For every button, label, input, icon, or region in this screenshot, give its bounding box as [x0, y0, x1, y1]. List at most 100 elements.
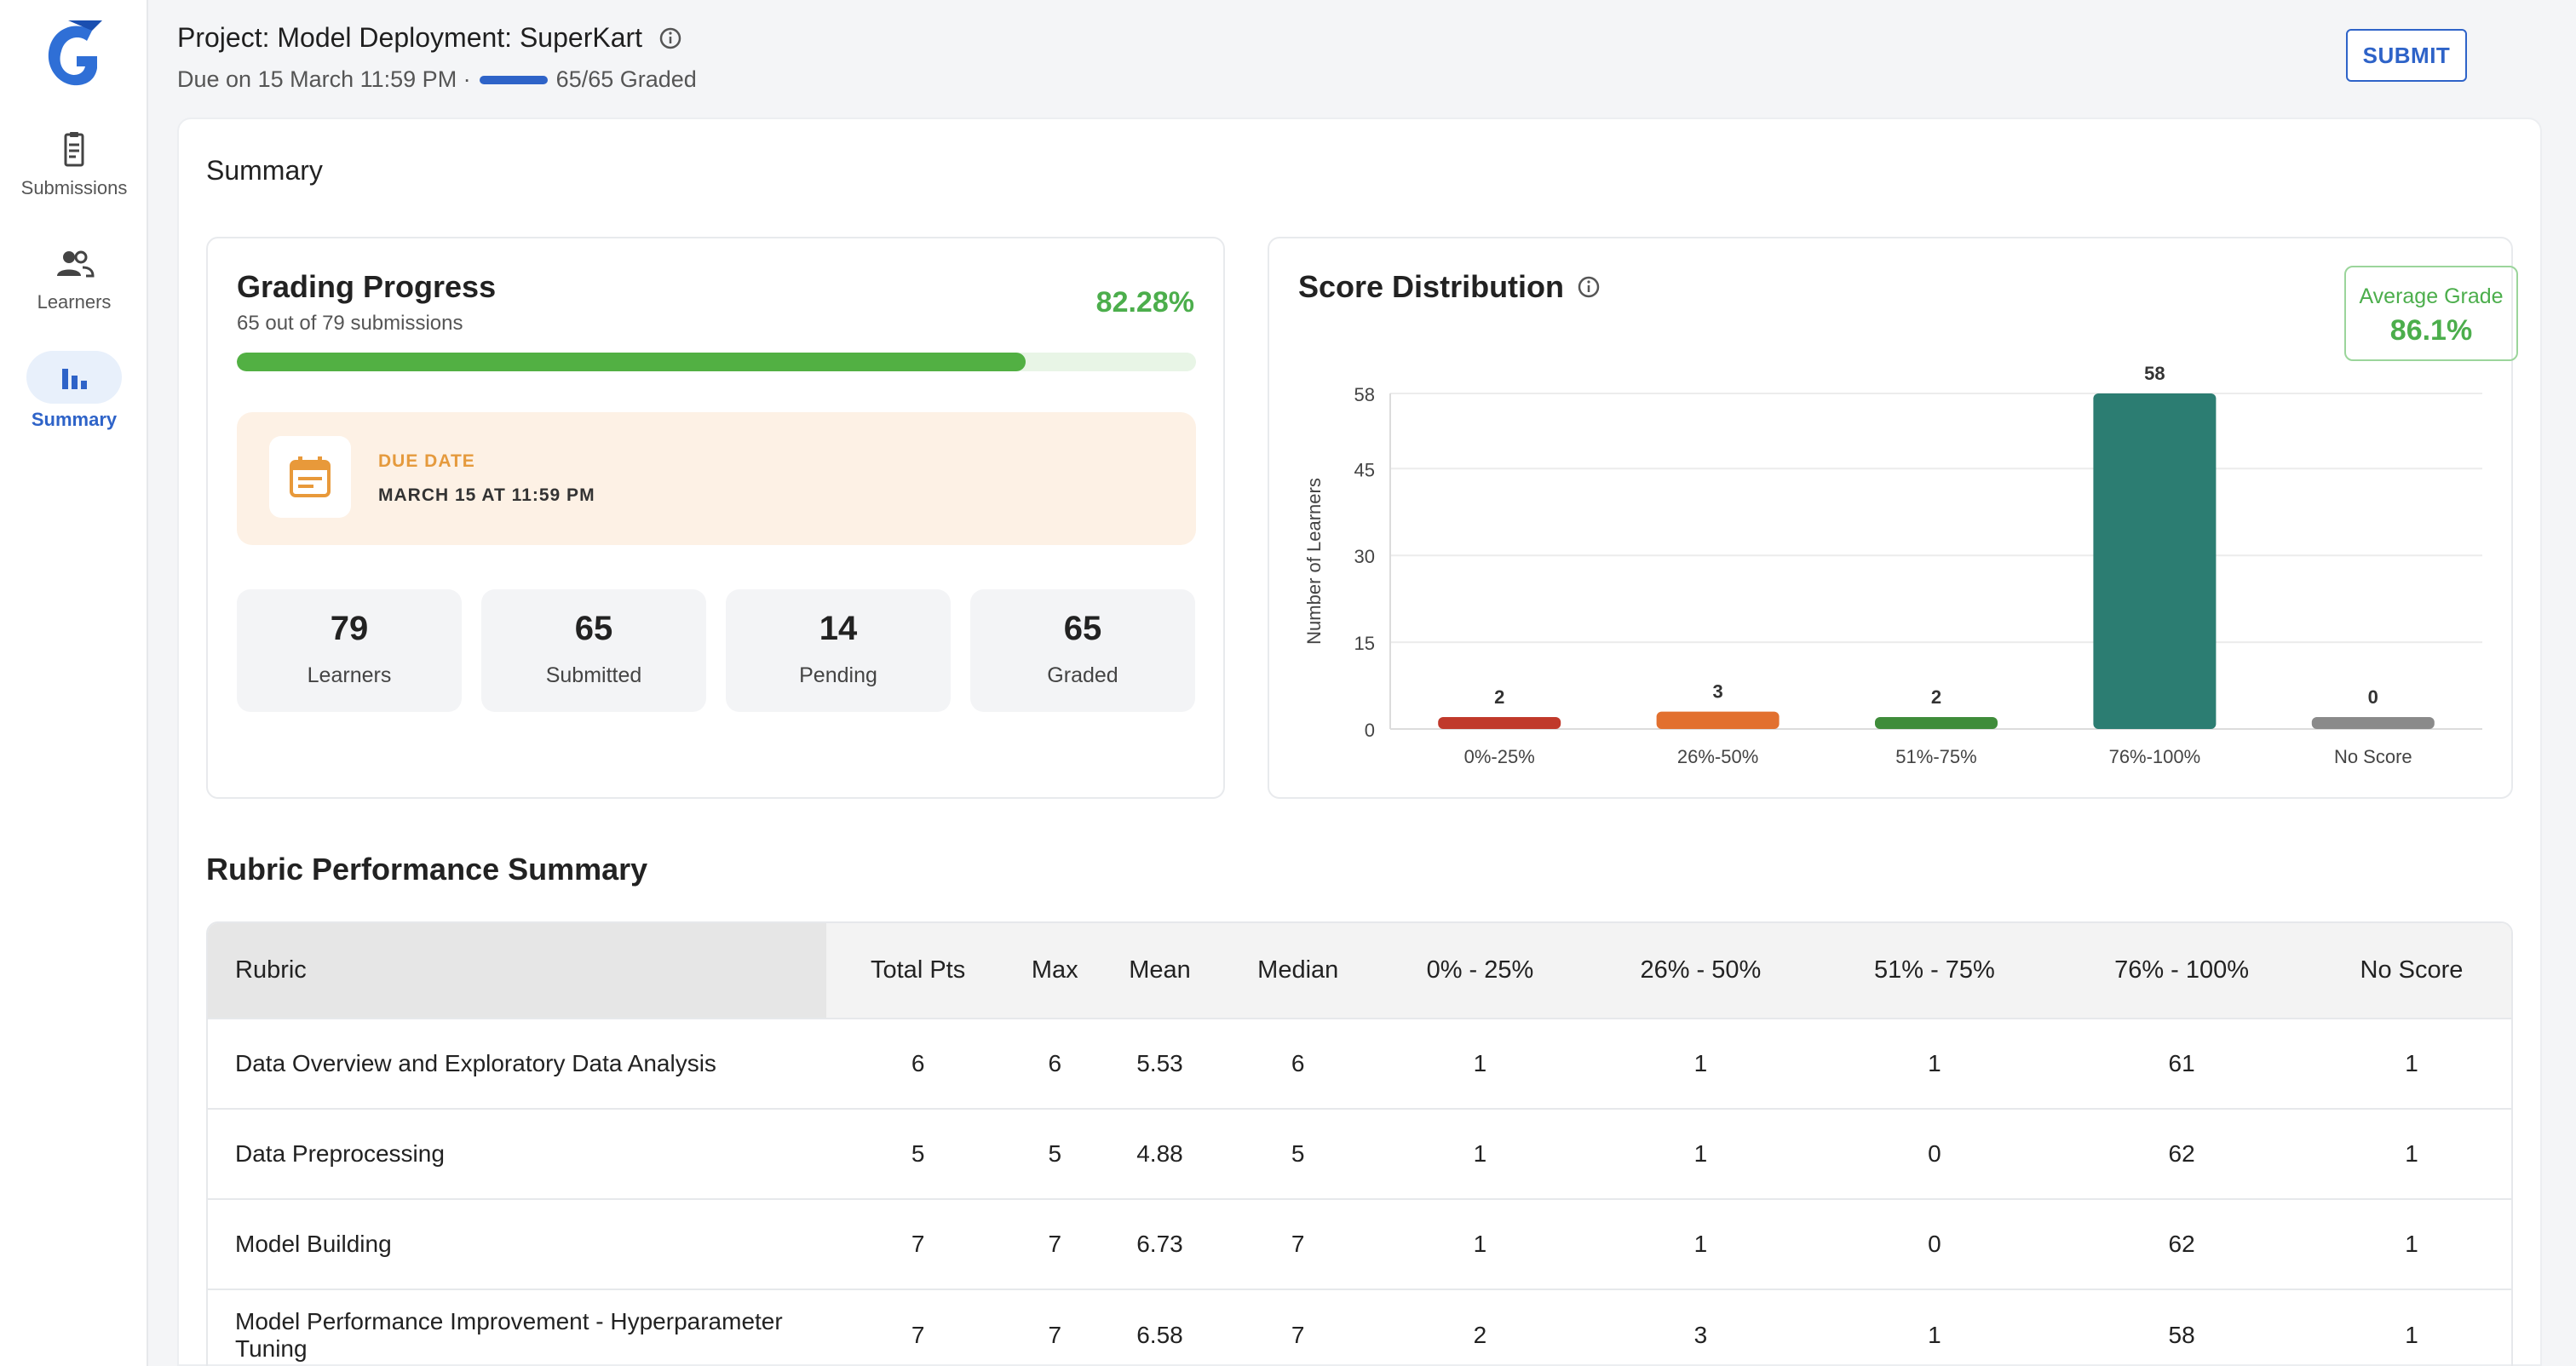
stat-number: 14 [819, 610, 858, 647]
table-cell: 62 [2051, 1108, 2312, 1199]
table-cell: 6 [1009, 1018, 1101, 1109]
sidebar-item-learners[interactable]: Learners [0, 244, 148, 313]
progress-track [237, 353, 1196, 371]
card-title: Grading Progress [237, 269, 497, 304]
sidebar: Submissions Learners Summary [0, 0, 148, 1366]
table-cell: 3 [1584, 1289, 1818, 1366]
stat-number: 79 [330, 610, 369, 647]
sidebar-item-label: Learners [37, 291, 112, 313]
sidebar-item-submissions[interactable]: Submissions [0, 129, 148, 199]
table-cell: 7 [1219, 1289, 1377, 1366]
stat-label: Learners [307, 663, 392, 687]
table-cell: 6.73 [1100, 1198, 1220, 1289]
table-cell: 1 [1817, 1018, 2052, 1109]
table-cell: 7 [1009, 1198, 1101, 1289]
table-row: Model Building 7 7 6.73 7 1 1 0 62 1 [208, 1198, 2511, 1289]
page-title: Project: Model Deployment: SuperKart [177, 22, 643, 53]
progress-fill [237, 353, 1026, 371]
table-cell: 5.53 [1100, 1018, 1220, 1109]
table-cell: 1 [1584, 1018, 1818, 1109]
stat-submitted: 65 Submitted [481, 589, 706, 712]
column-header: 51% - 75% [1817, 923, 2052, 1019]
table-row: Data Preprocessing 5 5 4.88 5 1 1 0 62 1 [208, 1108, 2511, 1199]
table-cell: 5 [1219, 1108, 1377, 1199]
table-cell: 1 [2311, 1108, 2511, 1199]
stat-learners: 79 Learners [237, 589, 462, 712]
table-cell: 62 [2051, 1198, 2312, 1289]
table-row: Model Performance Improvement - Hyperpar… [208, 1289, 2511, 1366]
y-tick-label: 15 [1354, 633, 1375, 654]
sidebar-item-label: Submissions [20, 177, 128, 198]
due-date-label: DUE DATE [378, 451, 475, 471]
table-cell: 2 [1376, 1289, 1584, 1366]
column-header: 0% - 25% [1376, 923, 1584, 1019]
table-cell: 5 [826, 1108, 1010, 1199]
app-logo[interactable] [43, 19, 104, 92]
calendar-icon-wrap [269, 436, 351, 518]
table-row: Data Overview and Exploratory Data Analy… [208, 1018, 2511, 1109]
sidebar-item-summary[interactable]: Summary [0, 351, 148, 431]
bar-value-label: 2 [1494, 686, 1504, 708]
graded-progress-bar [479, 75, 548, 84]
table-cell: 1 [2311, 1198, 2511, 1289]
grading-progress-card: Grading Progress 65 out of 79 submission… [206, 237, 1225, 799]
sidebar-item-label: Summary [31, 409, 118, 430]
page-header: Project: Model Deployment: SuperKart Due… [150, 0, 2576, 118]
main-content: Summary Grading Progress 65 out of 79 su… [177, 118, 2542, 1366]
rubric-name-cell: Model Performance Improvement - Hyperpar… [208, 1289, 826, 1366]
stat-number: 65 [574, 610, 613, 647]
score-distribution-card: 0 15 30 45 58 Number of Learners 2 0%-25% 3 26%-5… [1268, 237, 2518, 799]
average-grade-value: 86.1% [2389, 314, 2473, 347]
table-cell: 58 [2051, 1289, 2312, 1366]
bar [2093, 393, 2217, 729]
table-cell: 7 [1009, 1289, 1101, 1366]
calendar-icon [290, 456, 331, 497]
table-cell: 1 [1584, 1108, 1818, 1199]
table-cell: 6 [1219, 1018, 1377, 1109]
info-icon[interactable] [658, 26, 683, 51]
clipboard-icon [64, 132, 84, 167]
stat-number: 65 [1063, 610, 1102, 647]
bar [2311, 717, 2435, 729]
stat-label: Pending [799, 663, 877, 687]
due-date-text: Due on 15 March 11:59 PM · [177, 66, 471, 92]
table-cell: 1 [1817, 1289, 2052, 1366]
rubric-section-title: Rubric Performance Summary [206, 852, 648, 887]
rubric-name-cell: Data Preprocessing [208, 1108, 826, 1199]
x-tick-label: 51%-75% [1895, 746, 1976, 767]
card-title: Score Distribution [1298, 269, 1565, 304]
rubric-name-cell: Model Building [208, 1198, 826, 1289]
x-tick-label: 26%-50% [1677, 746, 1758, 767]
page-title-row: Project: Model Deployment: SuperKart [177, 22, 683, 54]
stat-label: Graded [1047, 663, 1118, 687]
due-date-box: DUE DATE MARCH 15 AT 11:59 PM [237, 412, 1196, 545]
rubric-name-cell: Data Overview and Exploratory Data Analy… [208, 1018, 826, 1109]
column-header: Total Pts [826, 923, 1010, 1019]
table-header-row: Rubric Total Pts Max Mean Median 0% - 25% 26% … [208, 923, 2511, 1019]
info-icon[interactable] [1576, 274, 1601, 300]
submit-button[interactable]: SUBMIT [2346, 29, 2467, 82]
table-cell: 6 [826, 1018, 1010, 1109]
bar-value-label: 58 [2144, 363, 2165, 384]
table-cell: 61 [2051, 1018, 2312, 1109]
bar [1656, 711, 1780, 729]
stat-label: Submitted [545, 663, 642, 687]
table-cell: 1 [1376, 1108, 1584, 1199]
average-grade-box: Average Grade 86.1% [2344, 266, 2518, 361]
x-tick-label: No Score [2334, 746, 2412, 767]
table-cell: 7 [826, 1289, 1010, 1366]
column-header: No Score [2311, 923, 2511, 1019]
table-cell: 1 [1376, 1018, 1584, 1109]
stat-pending: 14 Pending [726, 589, 951, 712]
table-cell: 1 [1376, 1198, 1584, 1289]
x-tick-label: 0%-25% [1464, 746, 1535, 767]
table-cell: 1 [1584, 1198, 1818, 1289]
bar [1438, 717, 1561, 729]
card-subtitle: 65 out of 79 submissions [237, 312, 463, 335]
bar-chart-icon [62, 369, 87, 389]
y-tick-label: 58 [1354, 384, 1375, 405]
table-cell: 7 [826, 1198, 1010, 1289]
column-header: Mean [1100, 923, 1220, 1019]
y-tick-label: 30 [1354, 546, 1375, 567]
bar-value-label: 3 [1712, 681, 1722, 703]
